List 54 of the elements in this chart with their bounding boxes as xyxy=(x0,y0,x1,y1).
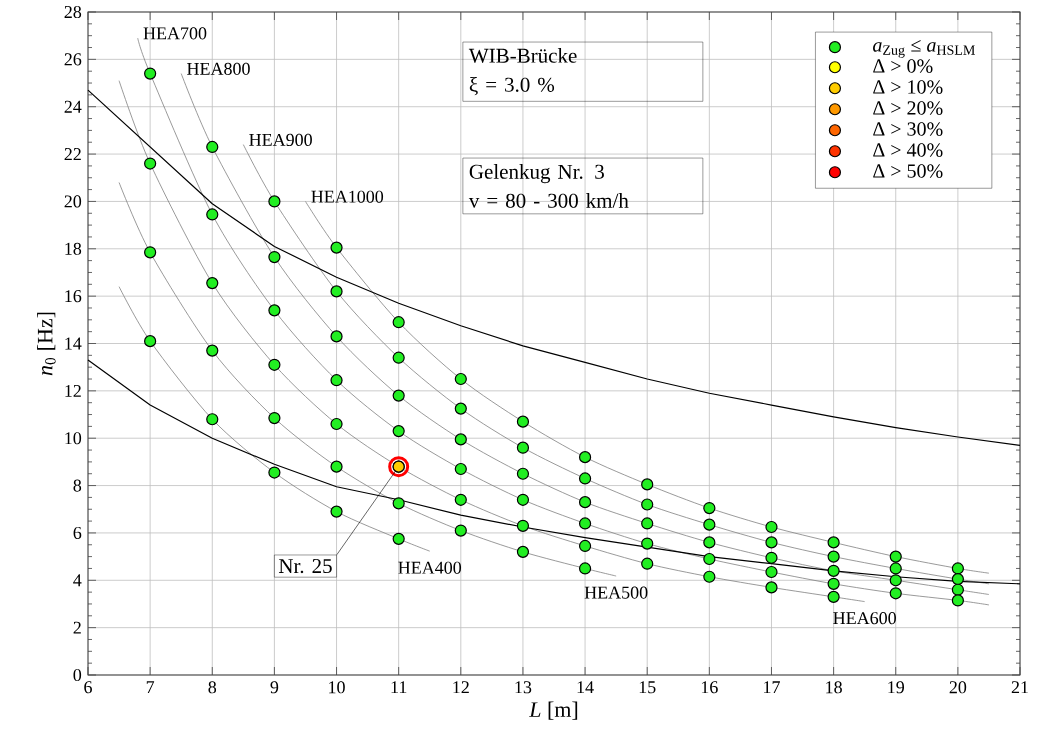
legend-label: Δ > 10% xyxy=(873,80,943,94)
series-label: HEA700 xyxy=(143,27,207,40)
y-tick-label: 12 xyxy=(65,384,81,397)
x-tick-label: 15 xyxy=(639,681,656,694)
x-tick-label: 17 xyxy=(764,681,780,694)
y-tick-label: 16 xyxy=(65,290,82,303)
x-tick-label: 10 xyxy=(329,681,345,694)
y-tick-label: 0 xyxy=(73,668,82,682)
series-label: HEA400 xyxy=(398,561,462,574)
series-label: HEA900 xyxy=(249,133,312,146)
x-tick-label: 9 xyxy=(270,681,279,694)
x-tick-label: 21 xyxy=(1011,681,1028,694)
y-tick-label: 26 xyxy=(64,53,82,66)
legend-label: Δ > 30% xyxy=(873,122,943,136)
x-tick-label: 18 xyxy=(826,681,842,694)
y-tick-label: 4 xyxy=(73,574,82,587)
legend-label: Δ > 40% xyxy=(873,143,943,157)
x-axis-title: L [m] xyxy=(529,701,578,720)
y-tick-label: 24 xyxy=(64,100,82,113)
x-tick-label: 12 xyxy=(453,681,469,694)
y-tick-label: 6 xyxy=(73,526,82,539)
y-tick-label: 8 xyxy=(73,479,82,492)
annotation: Gelenkug Nr. 3 xyxy=(469,164,604,184)
x-tick-label: 6 xyxy=(84,681,92,694)
series-label: HEA500 xyxy=(584,586,648,599)
x-tick-label: 11 xyxy=(391,681,407,694)
x-tick-label: 20 xyxy=(949,681,967,694)
x-tick-label: 14 xyxy=(577,681,594,694)
line-series xyxy=(118,286,431,552)
y-tick-label: 2 xyxy=(73,621,81,634)
x-tick-label: 19 xyxy=(888,681,905,694)
y-tick-label: 20 xyxy=(64,195,82,208)
legend-label: Δ > 50% xyxy=(873,164,943,178)
legend-label: Δ > 0% xyxy=(873,59,933,73)
line-series xyxy=(242,144,990,585)
y-axis-title: n$_{0}$ [Hz] xyxy=(37,312,56,376)
annotation: ξ = 3.0 % xyxy=(469,76,555,96)
x-tick-label: 16 xyxy=(701,681,718,694)
legend-label: Δ > 20% xyxy=(873,101,943,115)
y-tick-label: 14 xyxy=(65,337,82,350)
legend-label: a$_{Zug}$ ≤ a$_{HSLM}$ xyxy=(873,40,975,58)
x-tick-label: 13 xyxy=(515,681,532,694)
series-label: HEA800 xyxy=(187,62,250,75)
x-tick-label: 8 xyxy=(208,681,217,694)
annotation: WIB-Brücke xyxy=(468,48,577,63)
annotation: v = 80 - 300 km/h xyxy=(468,193,629,208)
series-label: HEA1000 xyxy=(311,190,384,203)
y-tick-label: 22 xyxy=(64,148,81,161)
series-label: HEA600 xyxy=(833,612,896,625)
y-tick-label: 18 xyxy=(65,242,82,255)
y-tick-label: 10 xyxy=(65,432,82,445)
y-tick-label: 28 xyxy=(64,5,82,19)
annotation: Nr. 25 xyxy=(278,558,332,574)
x-tick-label: 7 xyxy=(146,681,155,693)
